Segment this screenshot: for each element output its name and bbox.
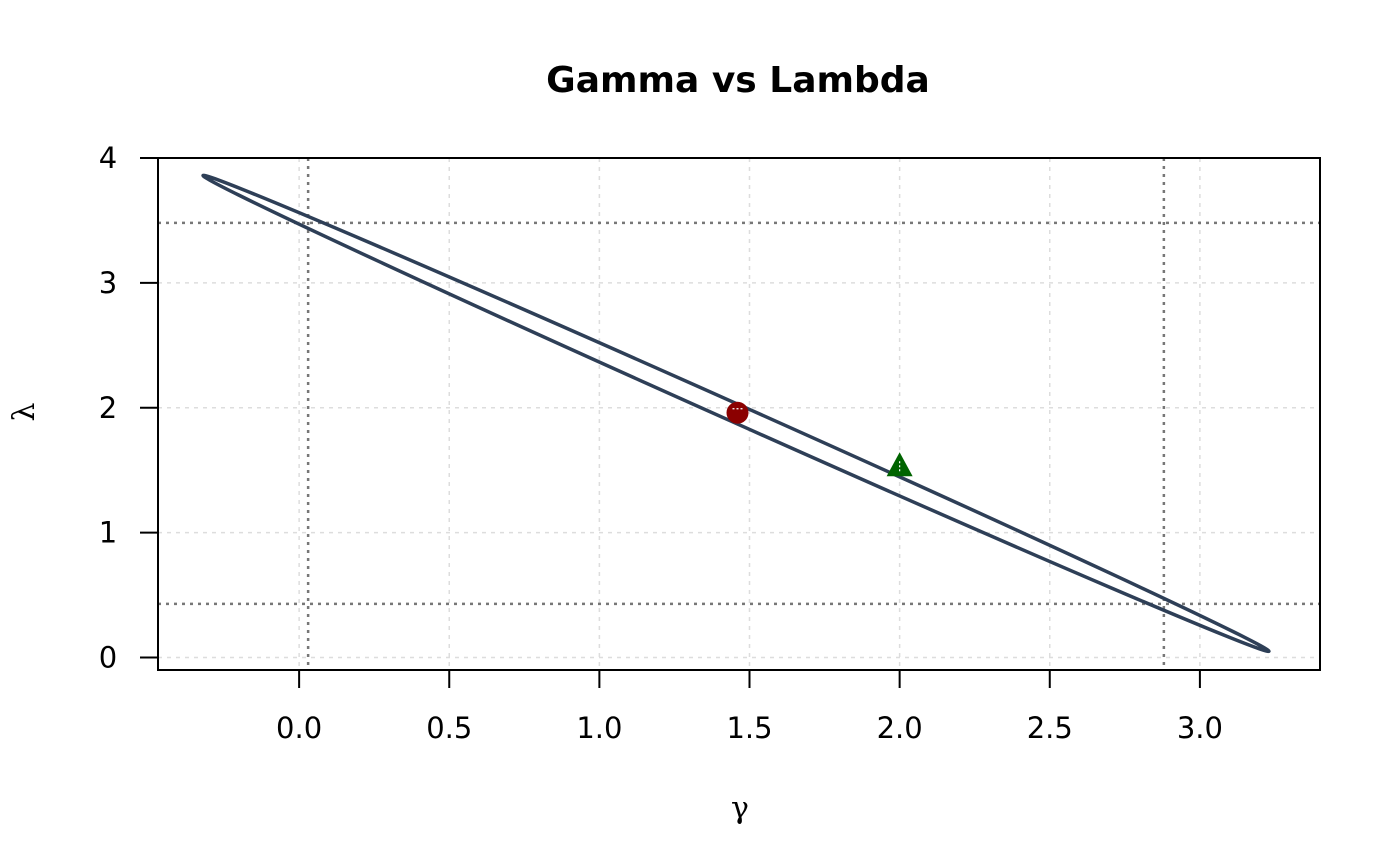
y-axis-label: λ [7, 402, 42, 421]
true-value-triangle [886, 452, 913, 477]
y-tick-label: 2 [99, 391, 117, 425]
x-tick-label: 0.5 [426, 711, 472, 745]
points-layer [726, 401, 913, 477]
x-tick-label: 3.0 [1177, 711, 1223, 745]
grid-layer [158, 157, 1320, 670]
x-tick-label: 1.5 [726, 711, 772, 745]
y-tick-label: 3 [99, 266, 117, 300]
reference-lines [158, 158, 1320, 670]
x-axis-label: γ [731, 791, 749, 826]
y-tick-label: 1 [99, 516, 117, 550]
y-axis: 0 1 2 3 4 [99, 141, 159, 675]
x-tick-label: 0.0 [276, 711, 322, 745]
x-axis: 0.0 0.5 1.0 1.5 2.0 2.5 3.0 [276, 669, 1223, 745]
x-tick-label: 1.0 [576, 711, 622, 745]
x-tick-label: 2.0 [877, 711, 923, 745]
estimate-point-circle [726, 401, 749, 424]
y-tick-label: 4 [99, 141, 117, 175]
y-tick-label: 0 [99, 641, 117, 675]
chart-title: Gamma vs Lambda [546, 60, 930, 101]
x-tick-label: 2.5 [1027, 711, 1073, 745]
